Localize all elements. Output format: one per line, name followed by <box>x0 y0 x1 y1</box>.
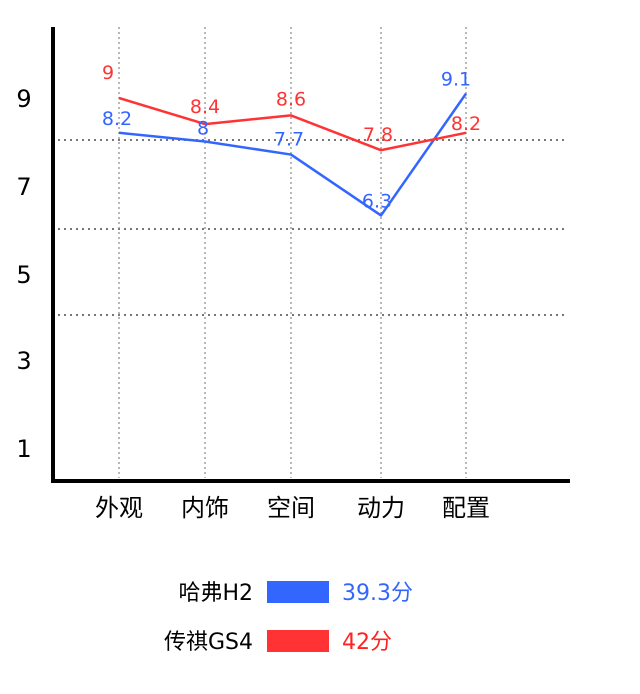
data-label: 6.3 <box>362 190 392 212</box>
legend-label: 哈弗H2 <box>178 581 253 606</box>
x-tick-label: 外观 <box>95 494 143 522</box>
axes <box>51 27 570 483</box>
y-tick-labels: 1 3 5 7 9 <box>16 85 31 463</box>
series-lines <box>118 92 468 217</box>
x-tick-labels: 外观 内饰 空间 动力 配置 <box>95 494 490 522</box>
data-label: 7.8 <box>363 124 393 146</box>
y-tick-label: 9 <box>16 85 31 113</box>
grid <box>58 27 568 478</box>
data-label: 7.7 <box>274 129 304 151</box>
data-label: 9.1 <box>441 69 471 91</box>
y-tick-label: 5 <box>16 261 31 289</box>
legend-swatch <box>267 630 329 652</box>
data-label: 9 <box>102 62 114 84</box>
x-tick-label: 配置 <box>442 494 490 522</box>
data-label: 8 <box>197 118 209 140</box>
data-label: 8.2 <box>451 113 481 135</box>
legend-score: 39.3分 <box>342 581 413 606</box>
series-line-2 <box>118 96 467 152</box>
data-label: 8.4 <box>190 96 220 118</box>
data-labels: 8.2 8 7.7 6.3 9.1 9 8.4 8.6 7.8 8.2 <box>102 62 481 212</box>
series-line-1 <box>118 92 468 217</box>
legend-label: 传祺GS4 <box>164 630 253 655</box>
data-label: 8.6 <box>276 88 306 110</box>
x-tick-label: 内饰 <box>181 494 229 522</box>
data-label: 8.2 <box>102 108 132 130</box>
x-tick-label: 空间 <box>267 494 315 522</box>
y-tick-label: 7 <box>16 173 31 201</box>
legend-score: 42分 <box>342 630 392 655</box>
y-tick-label: 1 <box>16 435 31 463</box>
legend-swatch <box>267 581 329 603</box>
x-tick-label: 动力 <box>357 494 405 522</box>
y-tick-label: 3 <box>16 347 31 375</box>
